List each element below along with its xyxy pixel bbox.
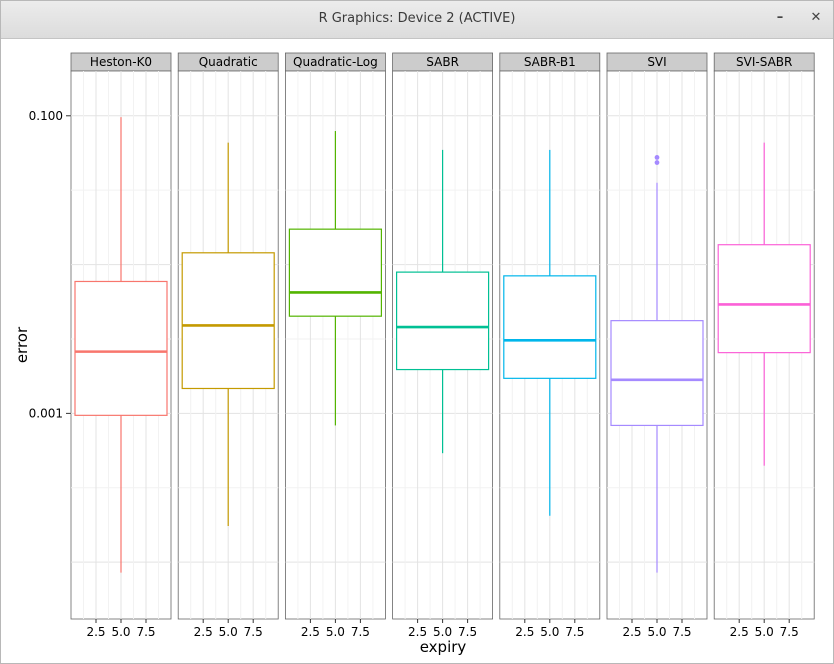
box-sabr — [396, 271, 490, 371]
x-tick-label-sabr-b1-0: 2.5 — [515, 625, 534, 639]
x-tick-label-heston-k0-0: 2.5 — [86, 625, 105, 639]
x-tick-label-sabr-b1-2: 7.5 — [565, 625, 584, 639]
x-tick-label-svi-sabr-2: 7.5 — [780, 625, 799, 639]
x-tick-label-svi-1: 5.0 — [647, 625, 666, 639]
title-bar[interactable]: R Graphics: Device 2 (ACTIVE) – ✕ — [1, 1, 833, 39]
facet-label-quadratic-log: Quadratic-Log — [293, 55, 378, 69]
x-tick-label-heston-k0-1: 5.0 — [111, 625, 130, 639]
x-axis-label: expiry — [420, 638, 467, 656]
facet-label-sabr: SABR — [426, 55, 459, 69]
box-plot: error expiry 0.100 0.001 Heston-K0 2.5 5.0 7.… — [13, 52, 815, 656]
x-tick-label-sabr-0: 2.5 — [408, 625, 427, 639]
box-sabr-b1 — [503, 275, 597, 379]
x-tick-label-heston-k0-2: 7.5 — [136, 625, 155, 639]
facet-label-svi-sabr: SVI-SABR — [736, 55, 792, 69]
x-tick-label-sabr-2: 7.5 — [458, 625, 477, 639]
box-svi — [610, 320, 704, 427]
x-tick-label-quadratic-1: 5.0 — [219, 625, 238, 639]
x-tick-label-quadratic-2: 7.5 — [244, 625, 263, 639]
x-tick-label-quadratic-log-2: 7.5 — [351, 625, 370, 639]
box-heston-k0 — [74, 280, 168, 416]
x-tick-label-sabr-1: 5.0 — [433, 625, 452, 639]
window-title: R Graphics: Device 2 (ACTIVE) — [318, 11, 516, 26]
x-tick-label-svi-2: 7.5 — [672, 625, 691, 639]
box-quadratic-log — [288, 228, 382, 317]
facet-label-quadratic: Quadratic — [199, 55, 258, 69]
x-tick-label-svi-0: 2.5 — [622, 625, 641, 639]
x-tick-label-svi-sabr-1: 5.0 — [755, 625, 774, 639]
minimize-icon[interactable]: – — [776, 10, 784, 25]
box-quadratic — [181, 252, 275, 390]
facet-label-svi: SVI — [647, 55, 666, 69]
x-tick-label-quadratic-log-1: 5.0 — [326, 625, 345, 639]
outlier-point-svi-1 — [654, 155, 660, 160]
y-tick-label-1: 0.001 — [29, 406, 63, 420]
facet-label-sabr-b1: SABR-B1 — [524, 55, 576, 69]
close-icon[interactable]: ✕ — [810, 10, 822, 25]
y-tick-label-0: 0.100 — [29, 109, 63, 123]
x-tick-label-sabr-b1-1: 5.0 — [540, 625, 559, 639]
x-tick-label-svi-sabr-0: 2.5 — [730, 625, 749, 639]
y-axis-label: error — [13, 326, 31, 363]
x-tick-label-quadratic-log-0: 2.5 — [301, 625, 320, 639]
facet-label-heston-k0: Heston-K0 — [90, 55, 152, 69]
x-tick-label-quadratic-0: 2.5 — [194, 625, 213, 639]
box-svi-sabr — [717, 244, 811, 354]
outlier-point-svi-0 — [654, 160, 660, 165]
